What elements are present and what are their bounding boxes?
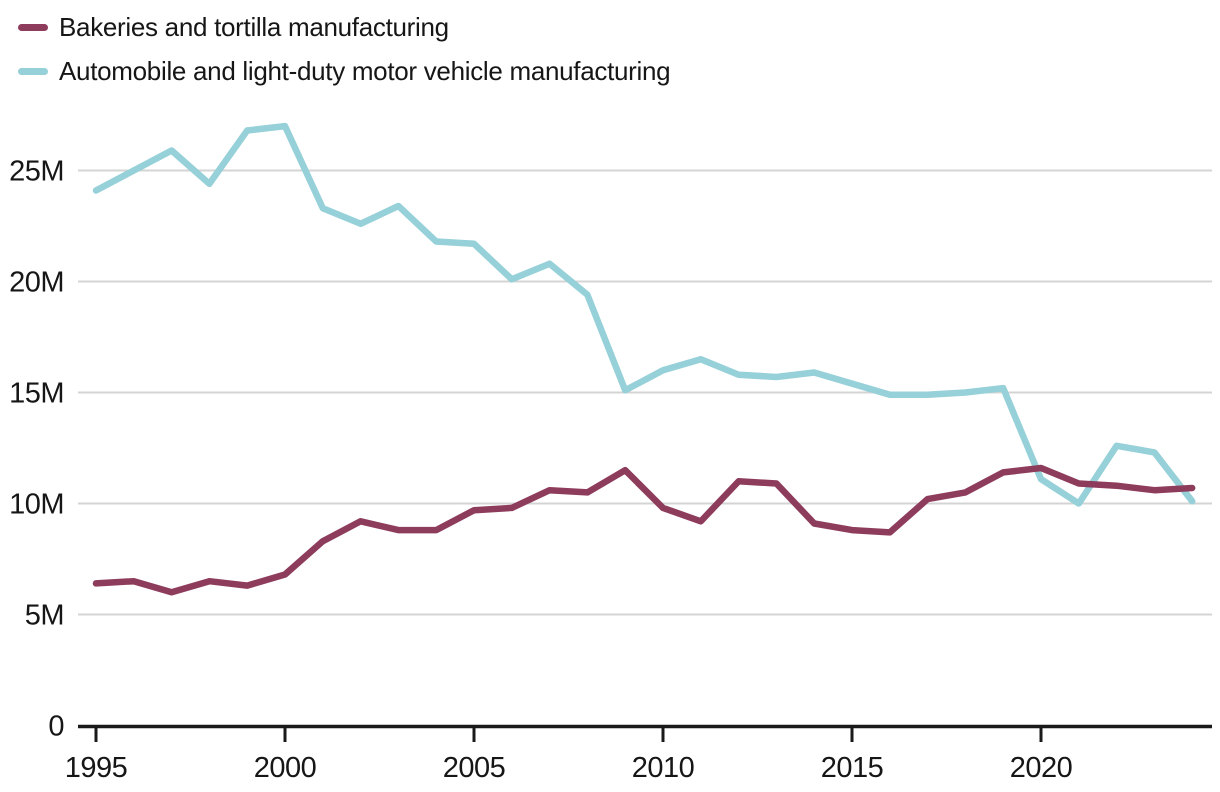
x-tick-label: 2000	[254, 752, 317, 784]
legend-item-bakeries: Bakeries and tortilla manufacturing	[18, 12, 670, 43]
y-tick-label: 5M	[25, 600, 64, 632]
y-tick-label: 25M	[9, 156, 64, 188]
legend: Bakeries and tortilla manufacturing Auto…	[18, 12, 671, 87]
legend-swatch-bakeries	[18, 24, 48, 31]
x-tick-label: 2020	[1010, 752, 1073, 784]
legend-label-bakeries: Bakeries and tortilla manufacturing	[59, 12, 449, 42]
legend-label-automobile: Automobile and light-duty motor vehicle …	[59, 56, 671, 86]
y-tick-label: 0	[48, 711, 64, 743]
legend-swatch-automobile	[18, 68, 48, 75]
series-line-bakeries	[92, 464, 1196, 596]
y-tick-label: 10M	[9, 489, 64, 521]
x-tick-label: 2015	[821, 752, 884, 784]
legend-item-automobile: Automobile and light-duty motor vehicle …	[18, 56, 671, 87]
x-tick-label: 2010	[632, 752, 695, 784]
x-tick-label: 1995	[65, 752, 128, 784]
y-tick-label: 20M	[9, 267, 64, 299]
series-line-automobile	[92, 122, 1196, 507]
x-tick-label: 2005	[443, 752, 506, 784]
y-tick-label: 15M	[9, 378, 64, 410]
